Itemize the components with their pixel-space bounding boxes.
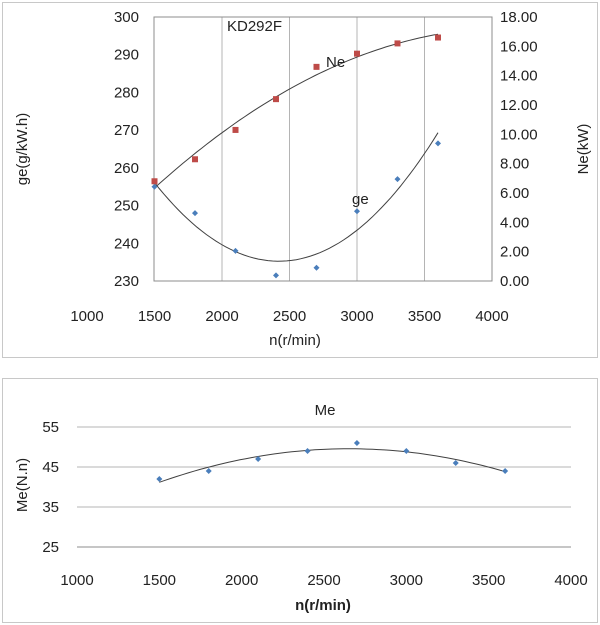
ge-marker — [151, 183, 158, 190]
bottom-x-tick-label: 4000 — [554, 572, 587, 589]
bottom-chart-title: Me — [315, 402, 336, 419]
top-markers — [151, 34, 441, 279]
top-left-tick-label: 240 — [114, 235, 139, 252]
bottom-y-tick-label: 55 — [42, 419, 59, 436]
top-right-tick-label: 8.00 — [500, 156, 529, 173]
top-right-tick-label: 6.00 — [500, 185, 529, 202]
ne-marker — [192, 156, 198, 163]
ge-marker — [394, 176, 401, 183]
bottom-x-tick-label: 1500 — [143, 572, 176, 589]
bottom-tick-labels: 1000 1500 2000 2500 3000 3500 4000 25 35 45 55 — [42, 419, 587, 589]
ne-marker — [273, 96, 279, 103]
ge-ne-chart: 1000 1500 2000 2500 3000 3500 4000 230 240 250 260… — [14, 9, 592, 349]
ge-marker — [354, 208, 360, 215]
top-x-tick-label: 2000 — [205, 308, 238, 325]
ne-marker — [354, 50, 360, 57]
bottom-y-tick-label: 25 — [42, 539, 59, 556]
ge-marker — [232, 247, 239, 254]
me-marker — [403, 448, 410, 454]
ge-marker — [313, 264, 320, 271]
bottom-x-tick-label: 1000 — [60, 572, 93, 589]
bottom-chart-panel: 1000 1500 2000 2500 3000 3500 4000 25 35 45 55 Me … — [2, 378, 598, 623]
bottom-x-tick-label: 2500 — [307, 572, 340, 589]
top-left-tick-label: 290 — [114, 47, 139, 64]
bottom-y-tick-label: 35 — [42, 499, 59, 516]
bottom-gridlines — [77, 426, 571, 508]
top-x-tick-label: 3500 — [408, 308, 441, 325]
bottom-y-tick-label: 45 — [42, 459, 59, 476]
me-marker — [452, 460, 459, 466]
bottom-markers — [156, 440, 509, 482]
top-right-tick-label: 10.00 — [500, 126, 538, 143]
bottom-trendline — [159, 448, 506, 483]
top-right-tick-label: 2.00 — [500, 244, 529, 261]
bottom-y-axis-title: Me(N.n) — [14, 458, 31, 512]
top-right-tick-label: 16.00 — [500, 38, 538, 55]
me-marker — [205, 468, 212, 474]
me-marker — [156, 476, 163, 482]
top-right-tick-label: 18.00 — [500, 9, 538, 26]
me-marker — [255, 456, 262, 462]
ne-marker — [313, 63, 320, 70]
ge-marker — [192, 210, 198, 217]
top-x-tick-label: 2500 — [273, 308, 306, 325]
top-tick-labels: 1000 1500 2000 2500 3000 3500 4000 230 240 250 260… — [70, 9, 537, 325]
top-chart-panel: 1000 1500 2000 2500 3000 3500 4000 230 240 250 260… — [2, 2, 598, 358]
bottom-x-tick-label: 3500 — [472, 572, 505, 589]
top-left-tick-label: 280 — [114, 84, 139, 101]
bottom-x-tick-label: 2000 — [225, 572, 258, 589]
ne-marker — [435, 34, 441, 41]
top-x-tick-label: 3000 — [340, 308, 373, 325]
bottom-x-axis-title: n(r/min) — [295, 597, 351, 614]
ge-trendline — [154, 132, 439, 262]
top-left-axis-title: ge(g/kW.h) — [14, 113, 31, 186]
me-marker — [304, 448, 311, 454]
ge-series-label: ge — [352, 191, 369, 208]
me-marker — [353, 440, 360, 446]
top-right-tick-label: 12.00 — [500, 97, 538, 114]
ne-marker — [232, 126, 239, 133]
top-right-tick-label: 4.00 — [500, 214, 529, 231]
me-trendline — [159, 448, 506, 483]
top-x-axis-title: n(r/min) — [269, 332, 321, 349]
ge-marker — [273, 272, 279, 279]
ne-marker — [394, 40, 401, 47]
ge-marker — [435, 140, 441, 147]
ne-series-label: Ne — [326, 54, 345, 71]
ne-trendline — [154, 33, 439, 189]
top-gridlines — [221, 17, 425, 281]
top-right-tick-label: 14.00 — [500, 68, 538, 85]
me-marker — [502, 468, 509, 474]
top-right-axis-title: Ne(kW) — [575, 124, 592, 175]
top-x-tick-label: 4000 — [475, 308, 508, 325]
top-left-tick-label: 230 — [114, 273, 139, 290]
top-right-tick-label: 0.00 — [500, 273, 529, 290]
top-plot-area — [153, 16, 493, 282]
ne-marker — [151, 178, 158, 185]
top-left-tick-label: 270 — [114, 122, 139, 139]
top-left-tick-label: 300 — [114, 9, 139, 26]
top-x-tick-label: 1500 — [138, 308, 171, 325]
top-chart-title: KD292F — [227, 18, 282, 35]
bottom-x-tick-label: 3000 — [390, 572, 423, 589]
top-left-tick-label: 260 — [114, 160, 139, 177]
top-x-tick-label: 1000 — [70, 308, 103, 325]
top-trendlines — [154, 33, 439, 262]
top-left-tick-label: 250 — [114, 198, 139, 215]
